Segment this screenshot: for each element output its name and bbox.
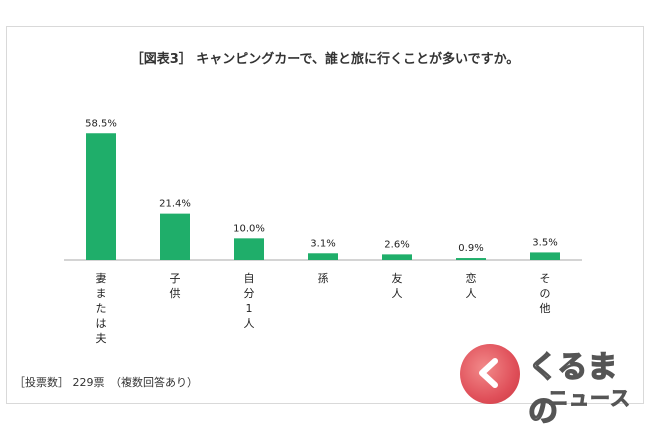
bar-1: [86, 133, 116, 260]
category-label-4: 孫: [318, 272, 329, 285]
bar-7: [530, 252, 560, 260]
chart-title: ［図表3］ キャンピングカーで、誰と旅に行くことが多いですか。: [130, 52, 520, 67]
bar-6: [456, 258, 486, 260]
category-label-3: 自分 1 人: [244, 272, 255, 330]
bar-3: [234, 238, 264, 260]
category-label-7: その他: [540, 272, 551, 315]
category-label-1: 妻または夫: [96, 272, 107, 345]
value-label-5: 2.6%: [384, 239, 409, 250]
bar-4: [308, 253, 338, 260]
logo-text-top: くるまの: [527, 349, 618, 430]
category-label-2: 子供: [170, 272, 181, 300]
value-label-2: 21.4%: [159, 199, 191, 210]
value-label-7: 3.5%: [532, 237, 557, 248]
category-label-5: 友人: [392, 271, 403, 300]
value-label-3: 10.0%: [233, 223, 265, 234]
kurumanonews-logo: くるまの ニュース: [456, 340, 646, 430]
value-label-4: 3.1%: [310, 238, 335, 249]
category-label-6: 恋人: [466, 271, 477, 300]
bar-5: [382, 254, 412, 260]
value-label-6: 0.9%: [458, 243, 483, 254]
value-label-1: 58.5%: [85, 118, 117, 129]
chevron-left-icon: [479, 358, 498, 388]
logo-text-bottom: ニュース: [548, 386, 631, 411]
logo-circle-icon: [460, 344, 520, 404]
bar-2: [160, 213, 190, 260]
vote-count-note: ［投票数］ 229票 （複数回答あり）: [14, 376, 198, 389]
